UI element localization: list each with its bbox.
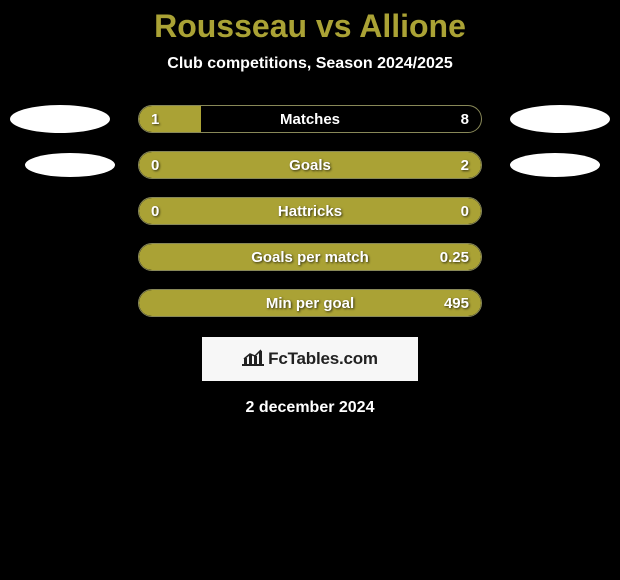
stat-label: Min per goal <box>139 295 481 312</box>
chart-icon <box>242 348 264 371</box>
snapshot-date: 2 december 2024 <box>0 399 620 417</box>
stat-rows: 18Matches 02Goals 00Hattricks 0.25Goals per… <box>0 105 620 317</box>
player-marker-right <box>510 153 600 177</box>
stat-label: Goals per match <box>139 249 481 266</box>
stat-bar: 00Hattricks <box>138 197 482 225</box>
stat-label: Matches <box>139 111 481 128</box>
stat-row: 495Min per goal <box>0 289 620 317</box>
player-marker-left <box>10 105 110 133</box>
stat-bar: 02Goals <box>138 151 482 179</box>
logo-text: FcTables.com <box>268 349 378 369</box>
stat-row: 18Matches <box>0 105 620 133</box>
stat-bar: 495Min per goal <box>138 289 482 317</box>
fctables-logo[interactable]: FcTables.com <box>202 337 418 381</box>
stat-bar: 18Matches <box>138 105 482 133</box>
page-title: Rousseau vs Allione <box>0 8 620 45</box>
player-marker-right <box>510 105 610 133</box>
stat-label: Hattricks <box>139 203 481 220</box>
stat-row: 0.25Goals per match <box>0 243 620 271</box>
stat-row: 02Goals <box>0 151 620 179</box>
player-marker-left <box>25 153 115 177</box>
stat-bar: 0.25Goals per match <box>138 243 482 271</box>
season-subtitle: Club competitions, Season 2024/2025 <box>0 55 620 73</box>
stat-label: Goals <box>139 157 481 174</box>
stat-row: 00Hattricks <box>0 197 620 225</box>
comparison-card: Rousseau vs Allione Club competitions, S… <box>0 0 620 417</box>
